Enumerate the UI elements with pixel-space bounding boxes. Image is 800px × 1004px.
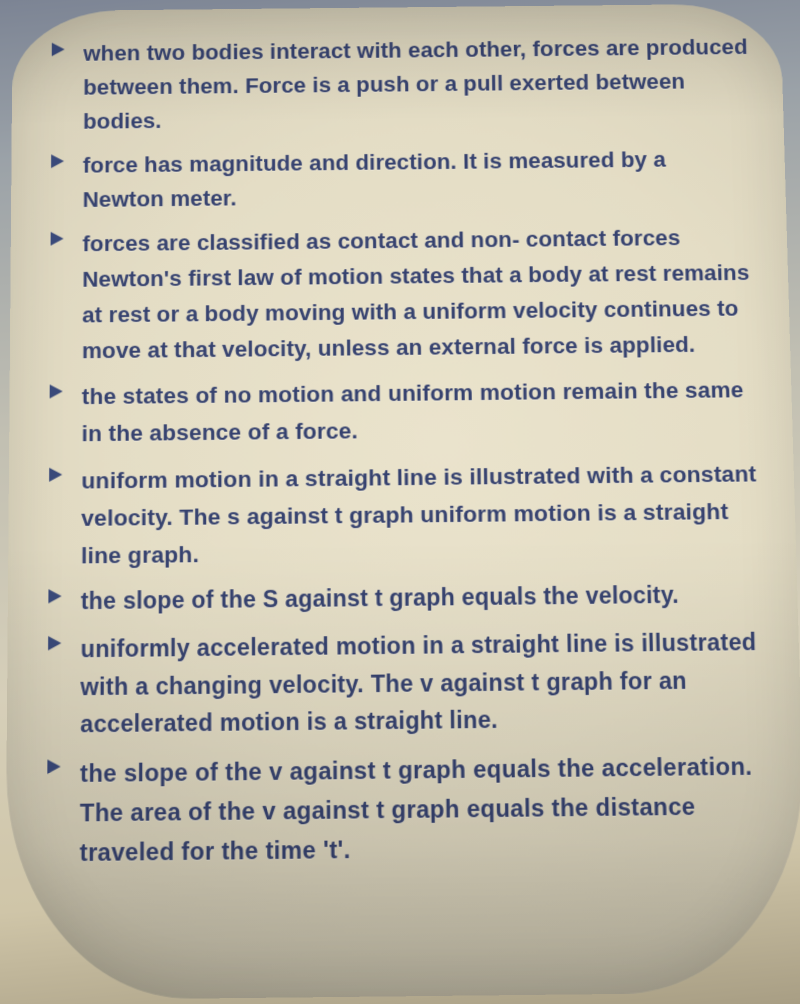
list-item-text: uniformly accelerated motion in a straig… [80,629,757,738]
list-item: uniform motion in a straight line is ill… [55,455,763,574]
list-item: the states of no motion and uniform moti… [55,373,758,453]
list-item: force has magnitude and direction. It is… [57,142,753,217]
chevron-right-icon [52,43,65,57]
summary-card: when two bodies interact with each other… [5,3,800,1000]
chevron-right-icon [48,636,61,650]
list-item-text: uniform motion in a straight line is ill… [81,460,757,568]
list-item-text: the states of no motion and uniform moti… [82,378,744,446]
list-item: the slope of the v against t graph equal… [53,747,771,873]
list-item: when two bodies interact with each other… [57,31,750,140]
list-item-text: the slope of the S against t graph equal… [81,582,679,615]
chevron-right-icon [51,154,64,168]
list-item-text: when two bodies interact with each other… [83,35,748,134]
list-item-text: the slope of the v against t graph equal… [80,753,753,866]
list-item-text: forces are classified as contact and non… [82,226,750,364]
chevron-right-icon [50,385,63,399]
summary-list: when two bodies interact with each other… [5,3,800,926]
list-item: uniformly accelerated motion in a straig… [54,624,767,744]
chevron-right-icon [51,232,64,246]
chevron-right-icon [47,760,60,775]
list-item-text: force has magnitude and direction. It is… [83,147,666,212]
chevron-right-icon [48,590,61,604]
list-item: forces are classified as contact and non… [56,220,757,370]
list-item: the slope of the S against t graph equal… [54,577,763,621]
chevron-right-icon [49,467,62,481]
